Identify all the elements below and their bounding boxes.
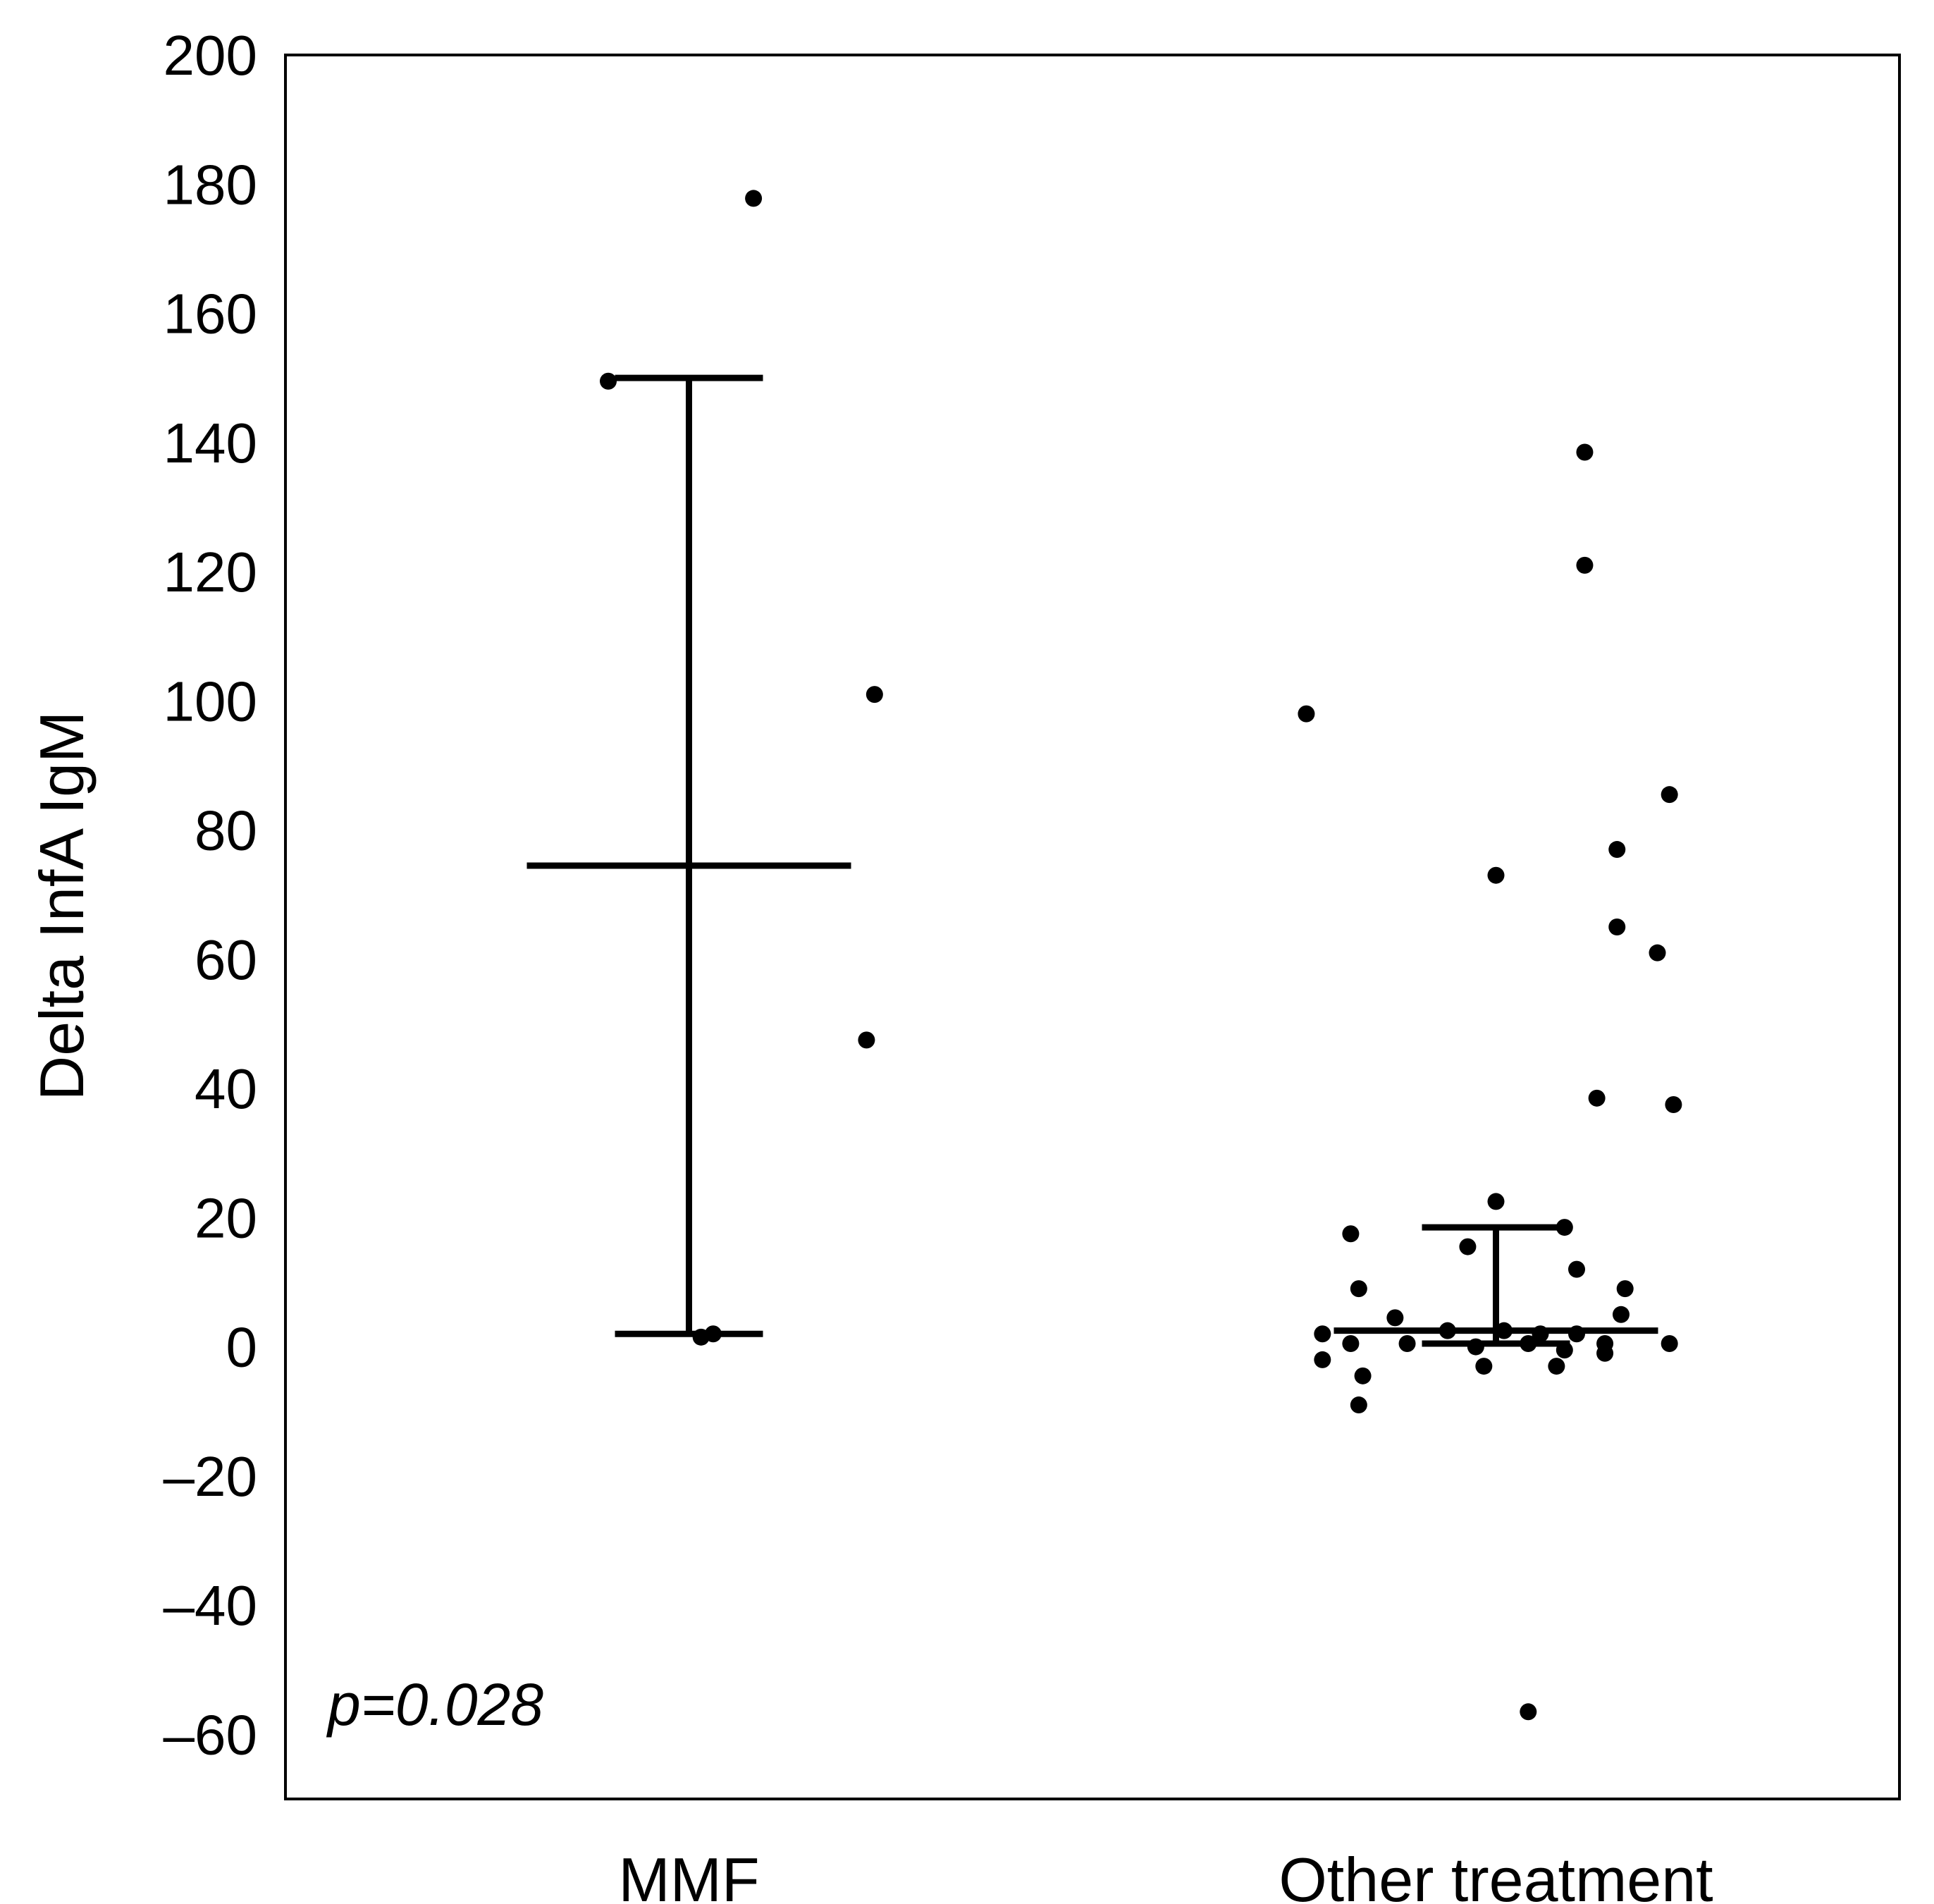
data-point — [600, 372, 617, 390]
data-point — [1487, 866, 1505, 884]
plot-area-frame — [284, 54, 1901, 1800]
data-point — [1556, 1341, 1573, 1359]
y-tick-label: 20 — [195, 1186, 257, 1249]
data-point — [1439, 1322, 1456, 1339]
data-points — [600, 190, 1682, 1721]
data-point — [1342, 1335, 1360, 1353]
data-point — [704, 1325, 722, 1343]
data-point — [1548, 1358, 1565, 1375]
x-category-label: MMF — [618, 1845, 759, 1904]
data-point — [1459, 1238, 1477, 1255]
data-point — [1665, 1095, 1682, 1113]
data-point — [1487, 1193, 1505, 1210]
data-point — [1520, 1335, 1537, 1353]
p-value-annotation: p=0.028 — [326, 1671, 543, 1738]
data-point — [1608, 919, 1626, 935]
y-tick-label: 40 — [195, 1057, 257, 1120]
y-tick-label: 140 — [164, 412, 257, 474]
data-point — [1342, 1225, 1360, 1243]
y-tick-label: 200 — [164, 24, 257, 87]
data-point — [1661, 1335, 1678, 1353]
data-point — [1398, 1335, 1416, 1353]
y-tick-label: –60 — [164, 1703, 257, 1766]
data-point — [1467, 1338, 1484, 1356]
y-tick-label: 100 — [164, 670, 257, 732]
data-point — [866, 686, 883, 704]
data-point — [1608, 841, 1626, 859]
data-point — [1314, 1351, 1331, 1368]
y-tick-label: 80 — [195, 799, 257, 862]
data-point — [1576, 443, 1594, 461]
data-point — [1495, 1322, 1513, 1339]
data-point — [1475, 1358, 1493, 1375]
data-point — [1661, 786, 1678, 804]
data-point — [1532, 1325, 1549, 1343]
data-point — [1596, 1344, 1614, 1362]
data-point — [1520, 1703, 1537, 1721]
y-tick-label: 0 — [226, 1316, 258, 1379]
data-point — [1314, 1325, 1331, 1343]
y-tick-label: 180 — [164, 153, 257, 216]
y-tick-label: 60 — [195, 928, 257, 991]
y-axis-title: Delta InfA IgM — [27, 711, 97, 1101]
data-point — [1386, 1309, 1404, 1327]
data-point — [1616, 1280, 1634, 1298]
y-tick-label: –40 — [164, 1574, 257, 1637]
data-point — [1298, 705, 1315, 723]
x-category-label: Other treatment — [1279, 1845, 1713, 1904]
data-point — [1649, 944, 1666, 962]
data-point — [1568, 1325, 1585, 1343]
y-tick-label: 120 — [164, 541, 257, 603]
y-tick-label: 160 — [164, 283, 257, 345]
data-point — [1350, 1280, 1367, 1298]
data-point — [858, 1031, 875, 1049]
data-point — [1568, 1260, 1585, 1278]
y-tick-label: –20 — [164, 1445, 257, 1508]
data-point — [1556, 1219, 1573, 1236]
x-axis-categories: MMF Other treatment — [618, 1845, 1713, 1904]
data-point — [1576, 556, 1594, 574]
data-point — [1350, 1396, 1367, 1414]
data-point — [745, 190, 763, 207]
data-point — [1588, 1089, 1606, 1107]
data-point — [1354, 1367, 1372, 1384]
data-point — [1612, 1306, 1630, 1323]
